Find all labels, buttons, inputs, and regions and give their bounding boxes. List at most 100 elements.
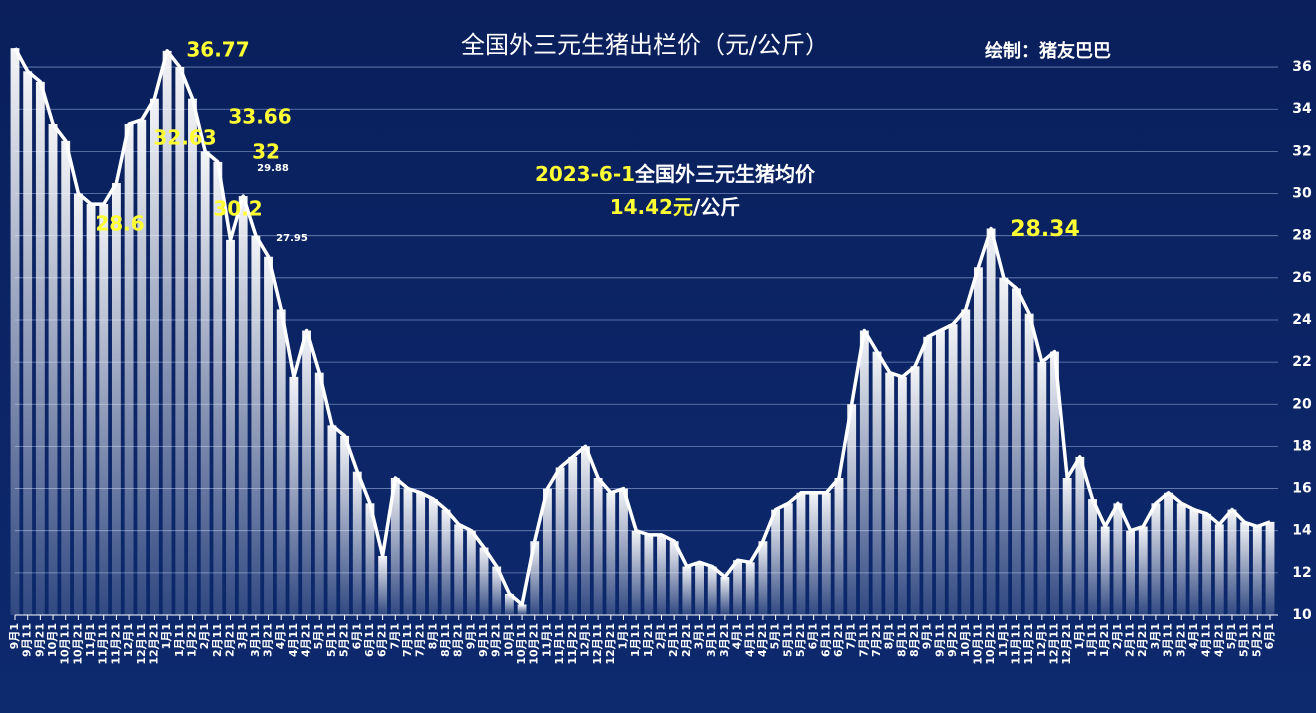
bar (758, 541, 768, 615)
x-tick-label: 9月21 (490, 623, 503, 657)
bar (1164, 492, 1174, 615)
x-tick-label: 10月21 (984, 623, 997, 665)
subtitle: 14.42元/公斤 (610, 195, 741, 219)
x-tick-label: 9月1 (8, 623, 21, 649)
x-tick-label: 2月11 (211, 623, 224, 657)
x-tick-label: 4月21 (300, 623, 313, 657)
x-tick-label: 12月11 (591, 623, 604, 665)
x-tick-label: 4月1 (1187, 623, 1200, 649)
x-tick-label: 10月11 (971, 623, 984, 665)
bar (466, 530, 476, 615)
x-tick-label: 10月1 (46, 623, 59, 657)
subtitle-part: /公斤 (693, 195, 740, 219)
bar (771, 509, 781, 615)
bar (530, 541, 540, 615)
x-tick-label: 2月21 (224, 623, 237, 657)
x-tick-label: 3月11 (1162, 623, 1175, 657)
x-tick-label: 5月1 (769, 623, 782, 649)
bar (682, 566, 692, 615)
y-tick-label: 14 (1292, 523, 1312, 539)
bar (1151, 503, 1161, 615)
y-tick-label: 10 (1292, 607, 1312, 623)
bar (1024, 313, 1034, 615)
bar (302, 330, 312, 615)
annotation: 28.34 (1010, 217, 1080, 242)
x-tick-label: 1月21 (1098, 623, 1111, 657)
bar (238, 196, 248, 615)
bar (542, 488, 552, 615)
credit: 绘制：猪友巴巴 (985, 40, 1111, 62)
bar (428, 499, 438, 615)
x-tick-label: 3月1 (693, 623, 706, 649)
x-tick-label: 4月1 (274, 623, 287, 649)
y-tick-label: 12 (1292, 565, 1311, 581)
x-tick-label: 12月11 (135, 623, 148, 665)
y-tick-label: 22 (1292, 354, 1311, 370)
annotation: 29.88 (257, 163, 289, 174)
bar (885, 372, 895, 615)
x-tick-label: 11月1 (84, 623, 97, 657)
x-tick-label: 10月11 (59, 623, 72, 665)
annotation: 33.66 (228, 105, 291, 129)
bar (973, 267, 983, 615)
bar (1252, 526, 1262, 615)
subtitle-part: 2023-6-1 (535, 162, 635, 186)
x-tick-label: 5月21 (794, 623, 807, 657)
bar (200, 151, 210, 616)
x-tick-label: 10月1 (959, 623, 972, 657)
x-tick-label: 11月1 (540, 623, 553, 657)
bar (948, 324, 958, 615)
x-tick-label: 6月21 (376, 623, 389, 657)
x-tick-label: 11月1 (997, 623, 1010, 657)
x-tick-label: 8月21 (908, 623, 921, 657)
x-tick-label: 7月21 (414, 623, 427, 657)
x-tick-label: 1月11 (629, 623, 642, 657)
bar (479, 547, 489, 615)
x-tick-label: 10月21 (528, 623, 541, 665)
bar (935, 330, 945, 615)
bar (492, 566, 502, 615)
bar (175, 67, 185, 615)
x-tick-label: 11月11 (97, 623, 110, 665)
y-tick-label: 30 (1292, 186, 1312, 202)
bar (276, 309, 286, 615)
bar (821, 492, 831, 615)
x-tick-label: 12月21 (1060, 623, 1073, 665)
bar (796, 492, 806, 615)
bar (707, 566, 717, 615)
subtitle-part: 14.42元 (610, 195, 693, 219)
x-tick-label: 1月1 (1073, 623, 1086, 649)
x-tick-label: 8月21 (452, 623, 465, 657)
bar (1240, 522, 1250, 615)
x-tick-label: 6月11 (819, 623, 832, 657)
y-tick-label: 26 (1292, 270, 1311, 286)
y-tick-label: 24 (1292, 312, 1312, 328)
bar (226, 239, 235, 616)
bar (1075, 456, 1085, 615)
bar (504, 593, 514, 615)
bar (517, 604, 527, 615)
bar (657, 534, 666, 615)
x-tick-label: 9月21 (33, 623, 46, 657)
bar (289, 376, 299, 615)
bar (733, 560, 743, 615)
bar (162, 50, 172, 615)
bar (695, 562, 704, 615)
x-tick-label: 2月21 (1136, 623, 1149, 657)
bar (1138, 526, 1148, 615)
bar (1050, 351, 1059, 615)
bar (378, 555, 388, 615)
x-tick-label: 12月21 (147, 623, 160, 665)
bar (1126, 530, 1135, 615)
bar (73, 193, 83, 615)
bar (783, 503, 793, 615)
x-tick-label: 4月11 (1200, 623, 1213, 657)
bar (606, 492, 616, 615)
bar (35, 81, 45, 615)
bar (1037, 362, 1047, 615)
x-tick-label: 9月11 (933, 623, 946, 657)
x-tick-label: 9月11 (21, 623, 34, 657)
bar (1062, 478, 1072, 615)
bar (10, 48, 20, 615)
bar (593, 478, 603, 615)
